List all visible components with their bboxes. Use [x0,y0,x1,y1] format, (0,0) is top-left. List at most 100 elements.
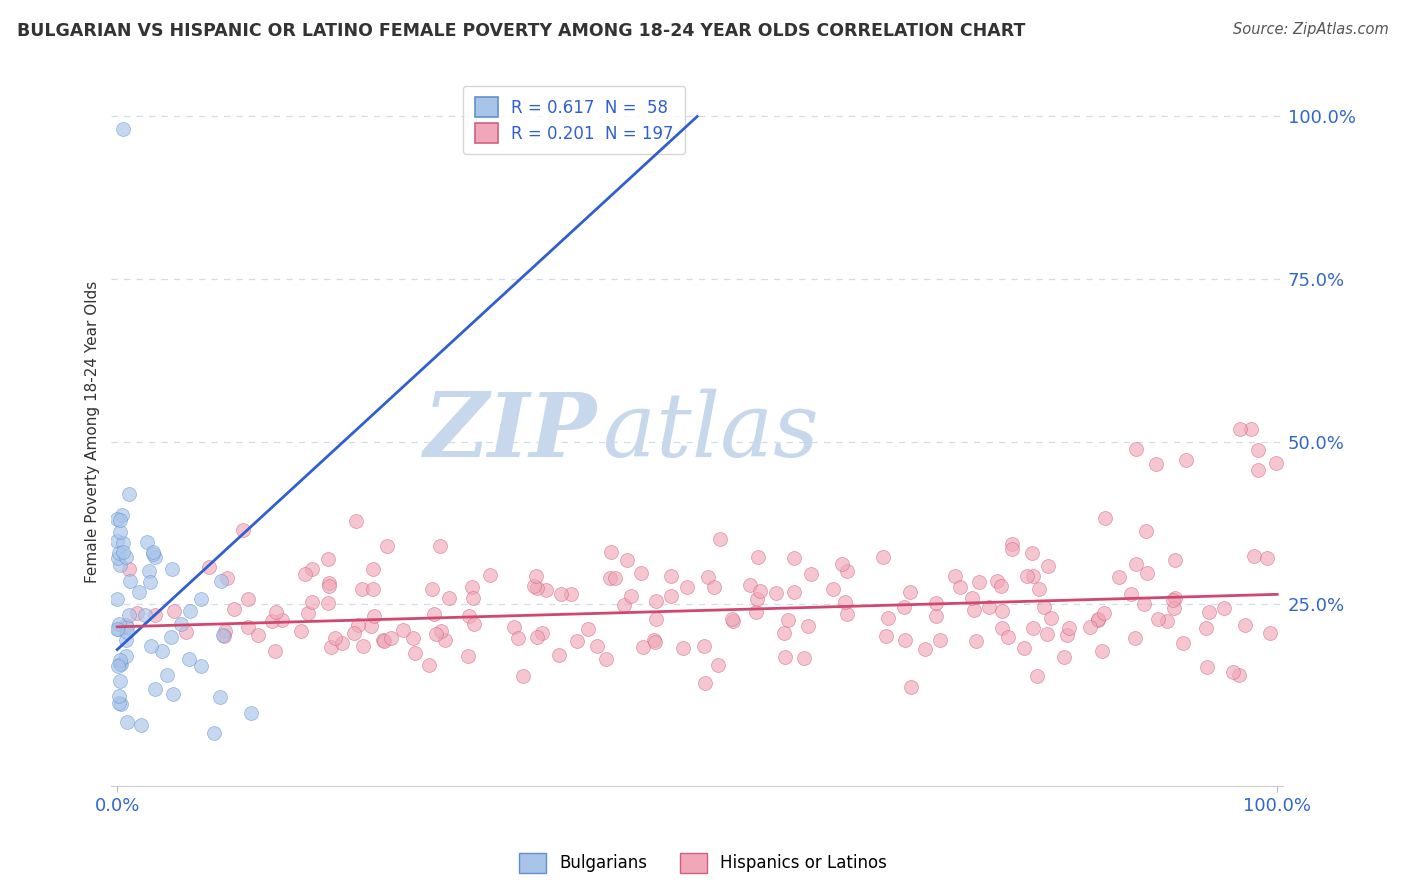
Point [1229,422,1251,436]
Point [392,623,415,637]
Point [115,625,138,640]
Point [586,640,609,654]
Point [373,634,395,648]
Point [352,582,374,596]
Point [110,653,132,667]
Point [1156,615,1178,629]
Point [875,629,897,643]
Point [346,618,368,632]
Point [835,564,858,578]
Point [361,582,384,596]
Point [105,512,128,526]
Point [145,681,167,696]
Point [876,611,898,625]
Point [112,545,135,559]
Point [943,569,966,583]
Point [360,619,382,633]
Point [613,598,636,612]
Point [1197,660,1219,674]
Point [150,644,173,658]
Point [363,609,385,624]
Point [1175,453,1198,467]
Point [247,628,270,642]
Point [1133,597,1156,611]
Point [898,584,921,599]
Point [990,579,1012,593]
Point [134,607,156,622]
Point [429,624,451,638]
Y-axis label: Female Poverty Among 18-24 Year Olds: Female Poverty Among 18-24 Year Olds [86,281,100,582]
Point [800,566,823,581]
Point [108,673,131,688]
Point [319,640,342,654]
Point [991,604,1014,618]
Point [380,631,402,645]
Point [1021,621,1043,635]
Point [1001,537,1024,551]
Point [1087,612,1109,626]
Point [745,591,768,606]
Point [179,603,201,617]
Point [616,552,638,566]
Point [630,566,652,580]
Point [208,690,231,704]
Point [745,605,768,619]
Point [190,658,212,673]
Point [1243,549,1265,563]
Point [457,648,479,663]
Point [697,570,720,584]
Point [986,574,1008,588]
Point [1036,558,1059,573]
Point [217,571,239,585]
Point [264,606,287,620]
Point [1163,553,1185,567]
Point [1125,442,1147,456]
Point [1012,640,1035,655]
Point [263,644,285,658]
Point [143,549,166,564]
Point [661,589,683,603]
Point [139,574,162,589]
Point [323,631,346,645]
Point [437,591,460,605]
Point [659,568,682,582]
Point [236,620,259,634]
Point [1078,620,1101,634]
Point [214,629,236,643]
Point [783,585,806,599]
Point [479,568,502,582]
Point [156,668,179,682]
Point [115,632,138,647]
Point [160,562,183,576]
Text: BULGARIAN VS HISPANIC OR LATINO FEMALE POVERTY AMONG 18-24 YEAR OLDS CORRELATION: BULGARIAN VS HISPANIC OR LATINO FEMALE P… [17,22,1025,40]
Point [765,585,787,599]
Point [115,617,138,632]
Point [837,607,859,621]
Point [1247,463,1270,477]
Point [1057,621,1080,635]
Point [1240,423,1263,437]
Point [402,632,425,646]
Point [979,599,1001,614]
Text: ZIP: ZIP [425,389,598,475]
Point [576,623,599,637]
Point [1028,582,1050,597]
Point [361,562,384,576]
Point [136,535,159,549]
Point [1035,627,1057,641]
Point [1195,621,1218,635]
Point [672,641,695,656]
Point [550,587,572,601]
Point [720,612,742,626]
Point [117,562,139,576]
Point [1234,618,1257,632]
Point [107,658,129,673]
Point [344,514,367,528]
Point [1125,557,1147,571]
Point [1039,611,1062,625]
Point [783,551,806,566]
Point [524,569,547,583]
Point [232,523,254,537]
Point [139,639,162,653]
Point [108,558,131,573]
